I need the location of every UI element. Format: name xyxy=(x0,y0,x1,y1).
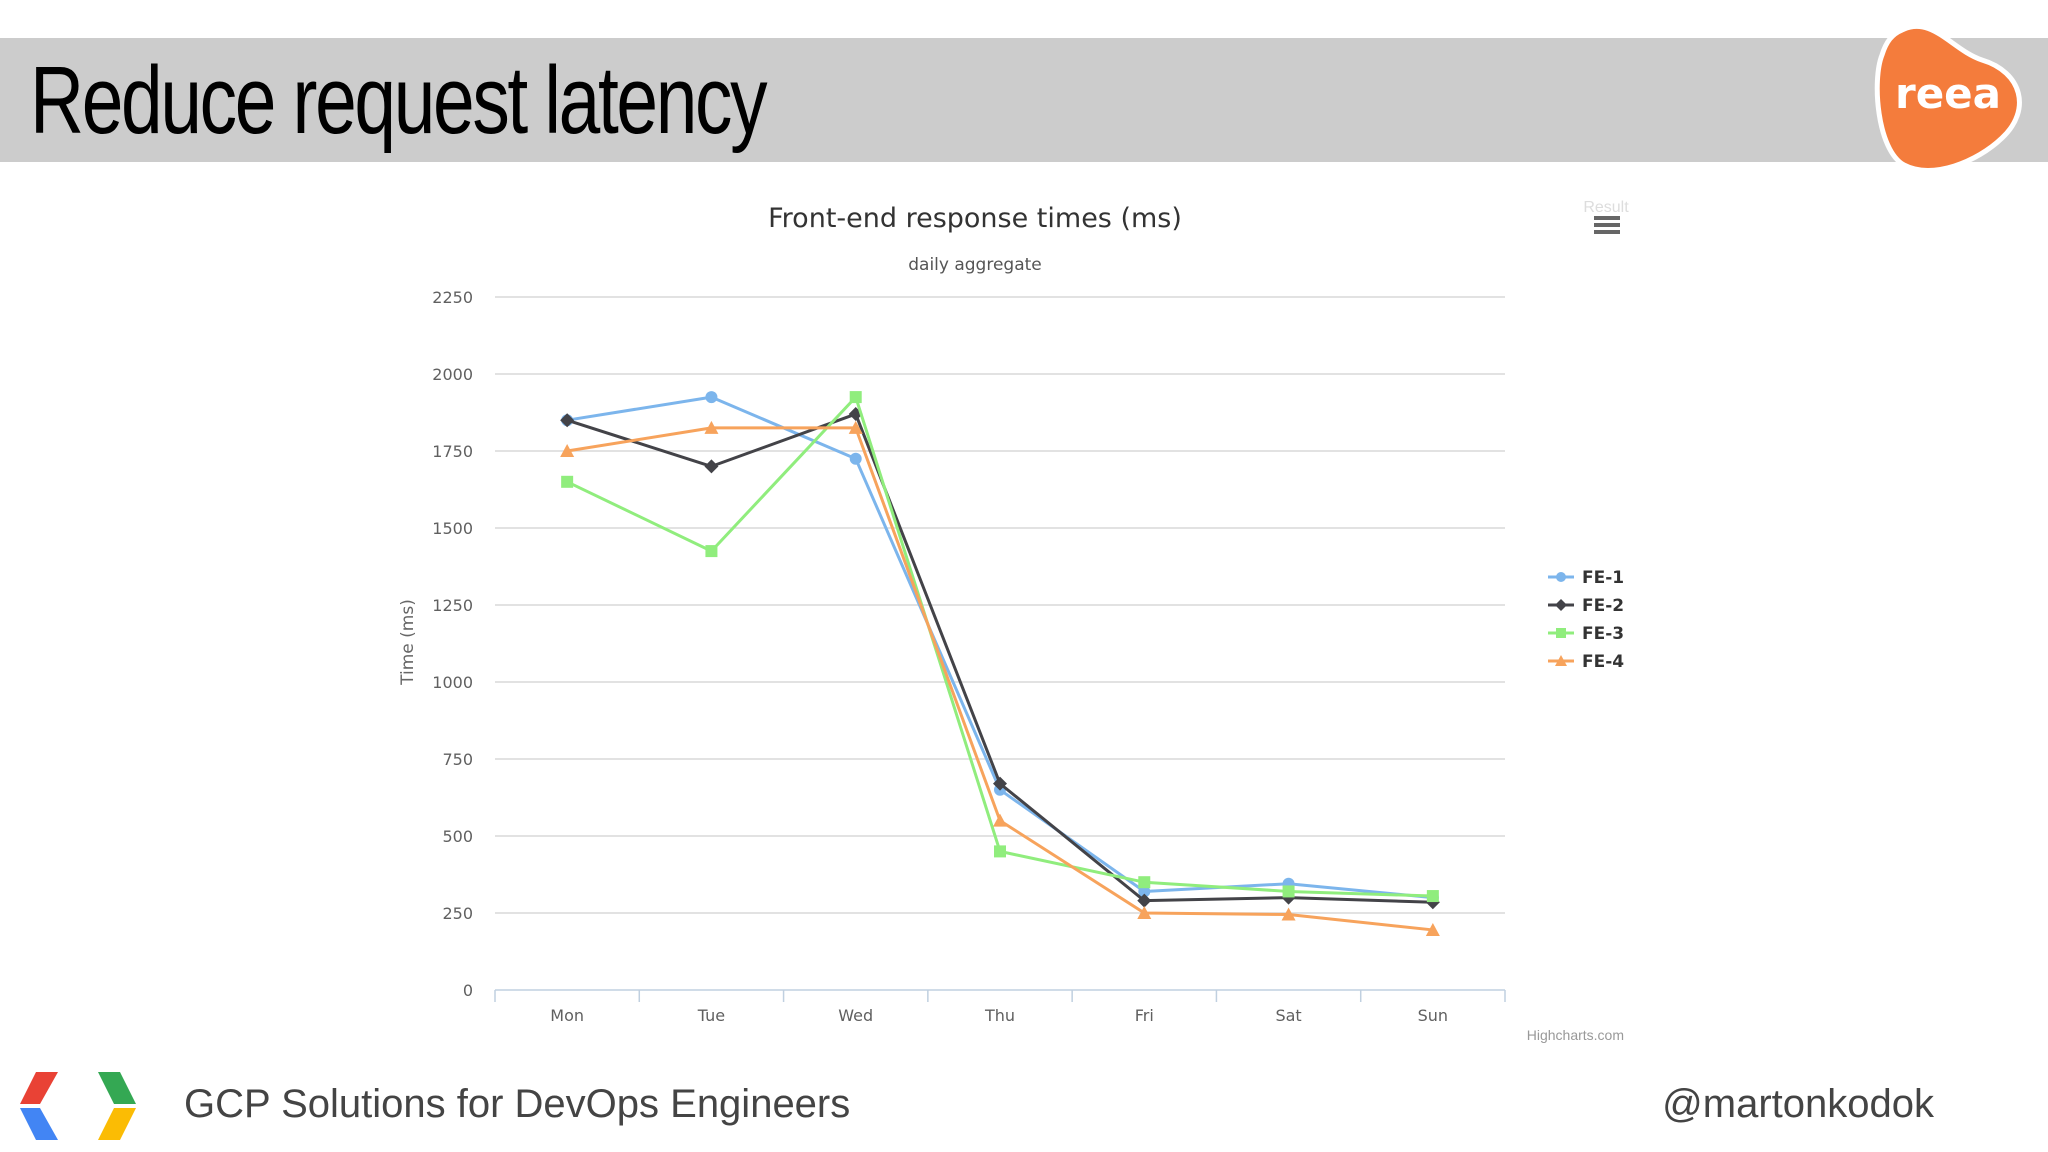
data-point[interactable] xyxy=(705,545,718,558)
slide-title: Reduce request latency xyxy=(30,47,768,154)
legend-item-fe-2[interactable]: FE-2 xyxy=(1548,596,1624,616)
y-tick-label: 250 xyxy=(442,904,473,923)
y-tick-label: 1500 xyxy=(432,519,473,538)
y-axis-title: Time (ms) xyxy=(398,599,418,686)
y-tick-label: 750 xyxy=(442,750,473,769)
data-point[interactable] xyxy=(848,407,863,422)
logo-text: reea xyxy=(1895,69,2001,118)
data-point[interactable] xyxy=(1137,906,1152,919)
footer-title: GCP Solutions for DevOps Engineers xyxy=(184,1082,851,1126)
legend-label: FE-3 xyxy=(1582,624,1624,644)
y-tick-label: 2000 xyxy=(432,365,473,384)
y-axis: 0 250 500 750 1000 1250 1500 1750 2000 2250 xyxy=(432,288,473,1000)
data-point[interactable] xyxy=(560,413,575,428)
data-point[interactable] xyxy=(849,452,862,465)
gcp-logo-red xyxy=(20,1072,58,1104)
data-point[interactable] xyxy=(1281,907,1296,921)
x-tick-label: Mon xyxy=(550,1006,584,1025)
chart-menu-button[interactable]: Result xyxy=(1583,199,1629,234)
x-tick-label: Wed xyxy=(838,1006,873,1025)
data-point[interactable] xyxy=(704,459,719,474)
twitter-handle: @martonkodok xyxy=(1662,1082,1934,1126)
data-point[interactable] xyxy=(993,813,1007,827)
gcp-logo-yellow xyxy=(98,1108,136,1140)
credits-link[interactable]: Highcharts.com xyxy=(1527,1027,1624,1043)
legend-marker[interactable] xyxy=(1556,572,1566,582)
legend-marker[interactable] xyxy=(1555,655,1567,666)
reea-logo: reea xyxy=(1874,23,2022,173)
data-point[interactable] xyxy=(849,391,862,404)
series-fe-2 xyxy=(560,407,1440,910)
gcp-logo-green xyxy=(98,1072,136,1104)
y-tick-label: 1750 xyxy=(432,442,473,461)
data-point[interactable] xyxy=(704,420,719,434)
menu-icon-line-1 xyxy=(1594,216,1620,220)
legend-item-fe-4[interactable]: FE-4 xyxy=(1548,652,1624,672)
data-point[interactable] xyxy=(1137,893,1152,908)
title-bar xyxy=(0,38,2048,162)
data-point[interactable] xyxy=(1282,885,1295,898)
logo-blob xyxy=(1874,23,2022,173)
x-axis: Mon Tue Wed Thu Fri Sat Sun xyxy=(494,990,1506,1025)
legend-marker[interactable] xyxy=(1555,599,1567,611)
y-tick-label: 1000 xyxy=(432,673,473,692)
data-point[interactable] xyxy=(848,420,863,434)
y-tick-label: 500 xyxy=(442,827,473,846)
x-tick-label: Thu xyxy=(984,1006,1015,1025)
legend-label: FE-2 xyxy=(1582,596,1624,616)
gcp-logo-blue xyxy=(20,1108,58,1140)
data-point[interactable] xyxy=(993,776,1007,791)
data-point[interactable] xyxy=(1426,890,1439,903)
legend-label: FE-4 xyxy=(1582,652,1624,672)
legend-item-fe-1[interactable]: FE-1 xyxy=(1548,568,1624,588)
legend-item-fe-3[interactable]: FE-3 xyxy=(1548,624,1624,644)
y-tick-label: 1250 xyxy=(432,596,473,615)
data-point[interactable] xyxy=(1138,876,1151,889)
chart-subtitle: daily aggregate xyxy=(908,255,1042,275)
legend-marker[interactable] xyxy=(1556,628,1566,638)
series-group xyxy=(560,391,1440,936)
menu-icon-line-2 xyxy=(1594,223,1620,227)
series-fe-1 xyxy=(561,391,1439,904)
x-tick-label: Tue xyxy=(697,1006,725,1025)
x-tick-label: Fri xyxy=(1135,1006,1154,1025)
menu-icon-line-3 xyxy=(1594,230,1620,234)
data-point[interactable] xyxy=(994,845,1006,858)
x-tick-label: Sat xyxy=(1275,1006,1301,1025)
series-fe-3 xyxy=(561,391,1439,903)
series-fe-4 xyxy=(560,420,1440,936)
legend: FE-1 FE-2 FE-3 FE-4 xyxy=(1548,568,1624,672)
chart-title: Front-end response times (ms) xyxy=(768,203,1182,234)
gcp-logo-icon xyxy=(20,1072,136,1140)
y-tick-label: 0 xyxy=(463,981,473,1000)
data-point[interactable] xyxy=(560,444,575,457)
data-point[interactable] xyxy=(705,391,718,404)
grid-lines xyxy=(495,296,1505,991)
series-line[interactable] xyxy=(566,412,1433,904)
x-tick-label: Sun xyxy=(1418,1006,1448,1025)
legend-label: FE-1 xyxy=(1582,568,1624,588)
y-tick-label: 2250 xyxy=(432,288,473,307)
data-point[interactable] xyxy=(1138,885,1151,898)
line-chart: 0 250 500 750 1000 1250 1500 1750 2000 2250 Mon Tu… xyxy=(398,199,1629,1043)
chart-container: 0 250 500 750 1000 1250 1500 1750 2000 2250 Mon Tu… xyxy=(380,180,1660,1060)
data-point[interactable] xyxy=(561,475,574,488)
menu-label: Result xyxy=(1583,199,1629,216)
data-point[interactable] xyxy=(1425,922,1440,936)
